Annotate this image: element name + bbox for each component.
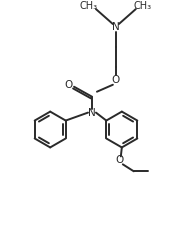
Text: O: O <box>64 80 72 90</box>
Text: N: N <box>88 108 96 118</box>
Text: O: O <box>112 75 120 85</box>
Text: CH₃: CH₃ <box>80 1 98 11</box>
Text: O: O <box>116 155 124 165</box>
Text: CH₃: CH₃ <box>134 1 152 11</box>
Text: N: N <box>112 22 120 32</box>
